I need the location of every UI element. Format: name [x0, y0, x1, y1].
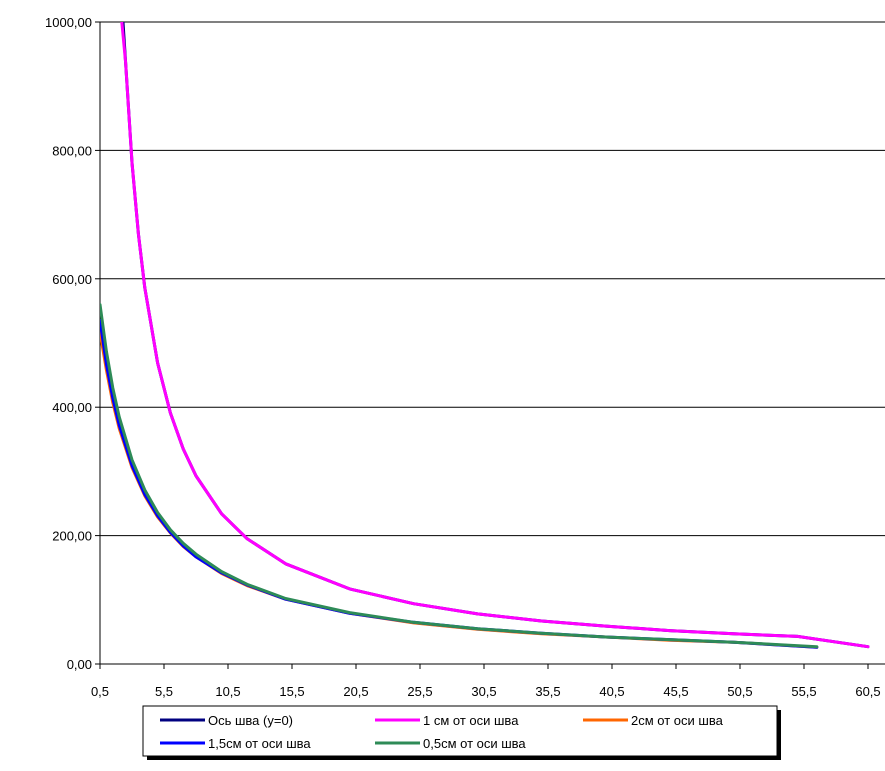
series-layer	[100, 22, 870, 649]
x-tick-label: 40,5	[599, 684, 624, 699]
legend-label: 0,5см от оси шва	[423, 736, 526, 751]
y-tick-label: 600,00	[52, 272, 92, 287]
x-tick-label: 55,5	[791, 684, 816, 699]
legend-label: 1 см от оси шва	[423, 713, 519, 728]
x-tick-label: 35,5	[535, 684, 560, 699]
y-tick-label: 400,00	[52, 400, 92, 415]
x-tick-label: 0,5	[91, 684, 109, 699]
legend: Ось шва (у=0) 1 см от оси шва 2см от оси ш…	[142, 705, 781, 760]
plot-area	[100, 22, 868, 664]
series-line	[100, 303, 819, 649]
legend-box	[142, 705, 778, 757]
legend-label: 2см от оси шва	[631, 713, 724, 728]
axes-layer: 0,00 200,00 400,00 600,00 800,00 1000,00 0,5 5,…	[45, 15, 885, 699]
y-tick-label: 0,00	[67, 657, 92, 672]
x-tick-label: 30,5	[471, 684, 496, 699]
grid-layer	[100, 21, 885, 664]
x-tick-label: 10,5	[215, 684, 240, 699]
y-tick-label: 200,00	[52, 529, 92, 544]
x-tick-label: 15,5	[279, 684, 304, 699]
series-line	[120, 22, 870, 649]
y-tick-label: 1000,00	[45, 15, 92, 30]
x-tick-label: 60,5	[855, 684, 880, 699]
legend-label: 1,5см от оси шва	[208, 736, 311, 751]
x-tick-label: 25,5	[407, 684, 432, 699]
x-tick-label: 5,5	[155, 684, 173, 699]
x-tick-label: 45,5	[663, 684, 688, 699]
legend-label: Ось шва (у=0)	[208, 713, 293, 728]
x-tick-label: 50,5	[727, 684, 752, 699]
y-tick-label: 800,00	[52, 143, 92, 158]
x-tick-label: 20,5	[343, 684, 368, 699]
